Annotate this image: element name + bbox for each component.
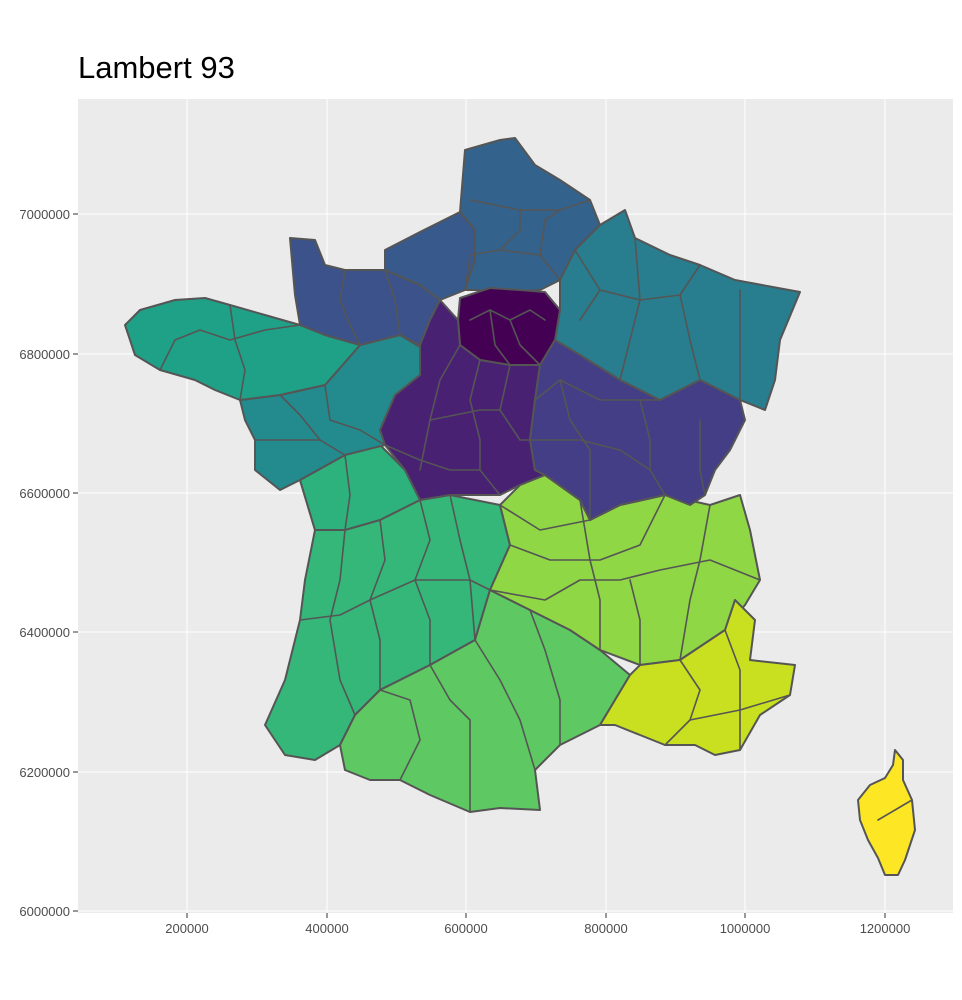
region-provence [599, 599, 796, 756]
axis-ticks [73, 213, 886, 918]
region-ile-de-france [457, 287, 561, 366]
y-tick-label: 6600000 [19, 486, 70, 501]
y-tick-label: 6200000 [19, 765, 70, 780]
x-tick-label: 1000000 [720, 921, 771, 936]
x-tick-label: 200000 [165, 921, 208, 936]
x-tick-label: 1200000 [860, 921, 911, 936]
x-tick-label: 400000 [305, 921, 348, 936]
france-map [124, 137, 916, 876]
y-tick-label: 6000000 [19, 904, 70, 919]
department-borders [159, 199, 913, 821]
x-tick-label: 800000 [584, 921, 627, 936]
chart-title: Lambert 93 [78, 50, 235, 85]
y-tick-label: 6400000 [19, 625, 70, 640]
x-tick-label: 600000 [444, 921, 487, 936]
y-tick-label: 6800000 [19, 347, 70, 362]
y-axis-labels: 7000000 6800000 6600000 6400000 6200000 … [19, 207, 70, 919]
x-axis-labels: 200000 400000 600000 800000 1000000 1200… [165, 921, 910, 936]
region-corse [857, 749, 916, 876]
y-tick-label: 7000000 [19, 207, 70, 222]
